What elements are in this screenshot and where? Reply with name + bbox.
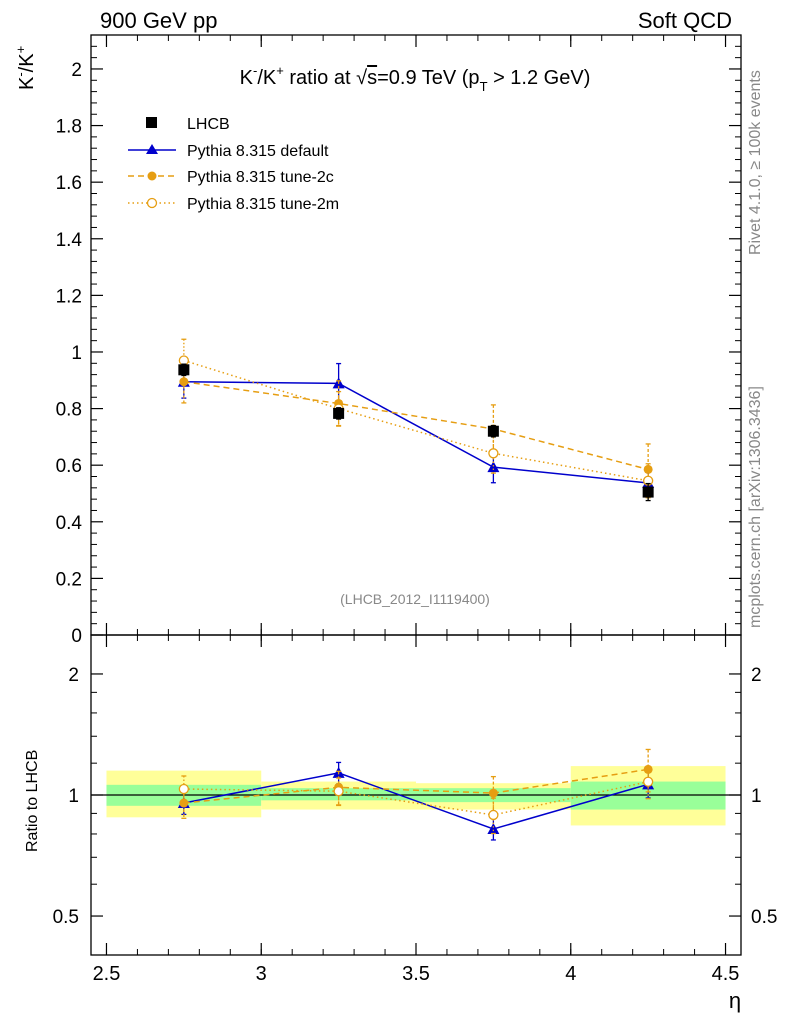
title-k2-sup: + [276,63,284,78]
main-ytick-label: 1.6 [56,173,82,194]
title-cut: > 1.2 GeV) [488,67,591,89]
main-lhcb-point [487,425,499,437]
main-pythia-8-315-tune-2c-point [643,464,653,474]
x-tick-label: 2.5 [93,963,121,985]
ratio-ytick-label-right: 1 [751,786,762,807]
ratio-ylabel: Ratio to LHCB [24,750,41,852]
ylabel-k2-sup: + [13,46,28,54]
mcplots-label: mcplots.cern.ch [arXiv:1306.3436] [747,386,764,628]
main-pythia-8-315-default-point [487,461,500,473]
ratio-pythia-8-315-tune-2m-point [333,786,344,797]
main-ytick-label: 1.2 [56,286,82,307]
ylabel-k1-sup: - [13,72,28,76]
legend-label-default: Pythia 8.315 default [187,143,329,160]
x-tick-label: 4.5 [712,963,740,985]
main-ytick-label: 0.2 [56,569,82,590]
ratio-pythia-8-315-tune-2m-point [488,809,499,821]
main-ytick-label: 1.4 [56,230,83,251]
main-lhcb-point [642,486,654,498]
main-pythia-8-315-tune-2m-line [183,359,649,482]
legend-label-lhcb: LHCB [187,116,230,133]
ratio-ytick-label-right: 0.5 [751,907,777,928]
title-mid: ratio at [284,67,356,89]
title-sqrt: √ [356,67,367,89]
ratio-pythia-8-315-default-point [487,823,500,835]
legend-label-tune2c: Pythia 8.315 tune-2c [187,169,334,186]
x-axis-label: η [729,988,741,1013]
x-tick-label: 3 [256,963,267,985]
main-panel: (LHCB_2012_I1119400) K-/K+ ratio at √s=0… [13,34,742,647]
legend-marker-default [146,144,158,154]
ylabel-k1: K [16,76,38,90]
ratio-ytick-label-right: 2 [751,665,762,686]
ratio-pythia-8-315-default-line [183,772,649,830]
legend: LHCB Pythia 8.315 default Pythia 8.315 t… [128,116,339,213]
title-k2: /K [257,67,277,89]
main-ytick-label: 1 [71,343,82,364]
ratio-pythia-8-315-tune-2m-point [642,776,654,787]
main-lhcb-point [333,407,345,419]
main-pythia-8-315-tune-2c-line [183,380,649,471]
ylabel-k2: /K [16,53,38,73]
title-s: s [367,67,377,89]
legend-marker-tune2c [147,171,157,181]
legend-label-tune2m: Pythia 8.315 tune-2m [187,196,339,213]
header-right: Soft QCD [638,8,732,33]
main-ytick-label: 1.8 [56,117,82,138]
ratio-ytick-label: 2 [68,665,79,686]
ratio-ytick-label: 0.5 [53,907,79,928]
ratio-pythia-8-315-tune-2c-point [488,788,498,798]
main-ytick-label: 0.8 [56,400,82,421]
x-tick-label: 4 [565,963,576,985]
title-sub: T [480,79,488,94]
main-ylabel: K-/K+ [13,46,38,90]
legend-marker-tune2m [146,197,158,209]
rivet-label: Rivet 4.1.0, ≥ 100k events [747,70,764,255]
main-pythia-8-315-tune-2m-point [488,448,499,459]
ratio-pythia-8-315-tune-2c-point [643,764,653,774]
title-energy: =0.9 TeV (p [377,67,479,89]
main-ytick-label: 2 [71,60,82,81]
title-k1-sup: - [253,63,257,78]
ratio-pythia-8-315-tune-2m-point [178,783,190,795]
x-tick-label: 3.5 [402,963,430,985]
main-lhcb-point [178,364,190,376]
ratio-ytick-label: 1 [68,786,79,807]
main-pythia-8-315-default-line [183,380,649,484]
ratio-panel: Ratio to LHCB η 0.5 0.5 1 1 2 2 2.5 3 3.5 4 4.5 [24,634,777,1013]
ratio-pythia-8-315-tune-2c-line [183,768,649,804]
ratio-pythia-8-315-tune-2m-line [183,780,649,816]
analysis-watermark: (LHCB_2012_I1119400) [340,591,490,607]
main-ytick-label: 0.4 [56,513,83,534]
main-ytick-label: 0 [71,626,82,647]
title-k1: K [240,67,254,89]
legend-marker-lhcb [146,117,157,128]
main-ytick-label: 0.6 [56,456,82,477]
header-left: 900 GeV pp [100,8,217,33]
chart-title: K-/K+ ratio at √s=0.9 TeV (pT > 1.2 GeV) [240,63,591,94]
